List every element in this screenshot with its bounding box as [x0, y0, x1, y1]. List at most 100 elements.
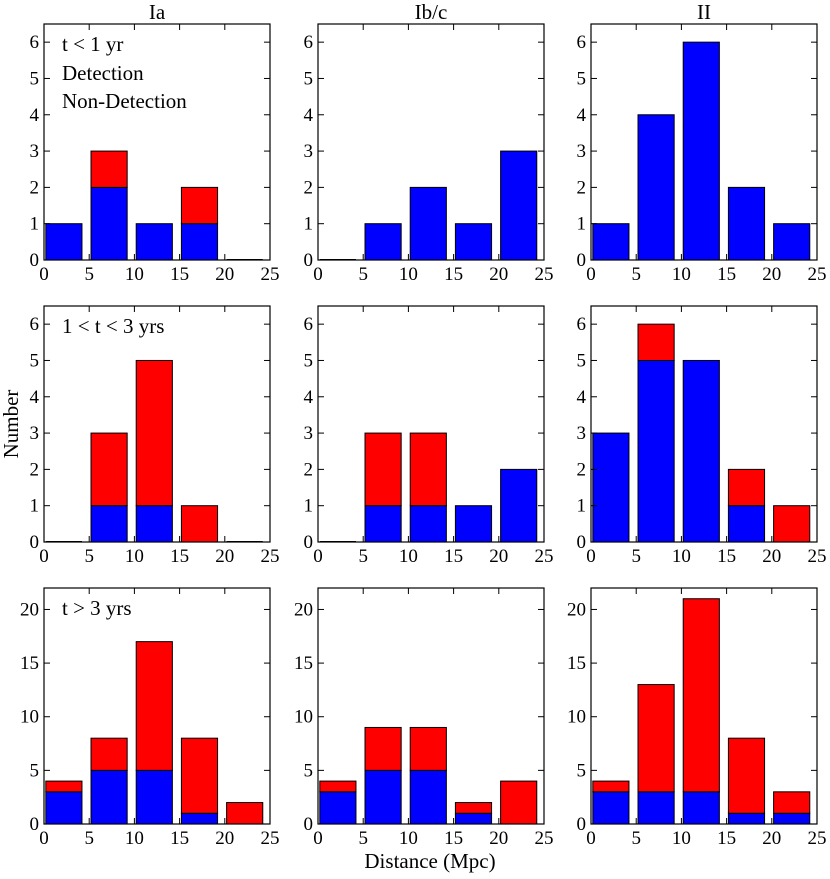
panel-1-t-3-yrs-ii: 0 5 10 15 20 25 0 1 2 3 4 5 6 [577, 305, 827, 567]
x-tick-label: 20 [489, 828, 508, 849]
axes-frame [590, 587, 818, 825]
panel-t-1-yr-ii: 0 5 10 15 20 25 0 1 2 3 4 5 6 [577, 23, 827, 285]
bar-non-detection-10-15 [135, 359, 173, 507]
y-tick-label: 4 [304, 105, 314, 126]
y-tick-label: 10 [567, 707, 586, 728]
y-tick-label: 1 [577, 214, 587, 235]
x-tick-label: 15 [170, 546, 189, 567]
bar-non-detection-0-5 [45, 780, 83, 793]
y-tick-label: 6 [577, 32, 587, 53]
y-tick-label: 4 [30, 105, 40, 126]
bar-detection-15-20 [454, 223, 493, 261]
bar-detection-5-10 [364, 223, 402, 261]
bar-non-detection-15-20 [180, 186, 219, 225]
y-tick-label: 5 [30, 350, 40, 371]
bar-detection-5-10 [90, 505, 128, 543]
bar-non-detection-5-10 [90, 432, 128, 507]
x-tick-label: 5 [84, 546, 94, 567]
x-tick-label: 15 [717, 546, 736, 567]
bar-non-detection-20-25 [773, 505, 811, 543]
bar-detection-15-20 [727, 186, 766, 261]
bar-detection-10-15 [409, 186, 447, 261]
x-axis-label: Distance (Mpc) [364, 849, 495, 873]
y-tick-label: 0 [30, 814, 40, 835]
panel-t-1-yr-ib-c: 0 5 10 15 20 25 0 1 2 3 4 5 6 [304, 23, 554, 285]
axes-frame [317, 587, 545, 825]
x-tick-label: 10 [399, 828, 418, 849]
x-tick-label: 0 [313, 264, 323, 285]
bar-non-detection-15-20 [727, 468, 766, 507]
x-tick-label: 20 [489, 264, 508, 285]
x-tick-label: 25 [808, 828, 827, 849]
x-tick-label: 20 [762, 264, 781, 285]
y-tick-label: 5 [30, 760, 40, 781]
x-tick-label: 5 [631, 264, 641, 285]
bar-detection-20-25 [500, 468, 538, 543]
bar-detection-20-25 [773, 812, 811, 825]
bar-non-detection-15-20 [180, 505, 219, 543]
bar-detection-5-10 [637, 359, 675, 543]
row-label-t-3-yrs: t > 3 yrs [62, 596, 132, 620]
y-tick-label: 1 [577, 496, 587, 517]
x-tick-label: 15 [170, 264, 189, 285]
y-axis-label: Number [0, 390, 23, 459]
bar-detection-15-20 [727, 505, 766, 543]
y-tick-label: 0 [304, 250, 314, 271]
row-label-t-1-yr: t < 1 yr [62, 32, 123, 56]
bar-non-detection-15-20 [180, 737, 219, 814]
y-tick-label: 20 [20, 599, 39, 620]
bar-detection-15-20 [454, 812, 493, 825]
bar-detection-15-20 [180, 223, 219, 261]
x-tick-label: 20 [215, 546, 234, 567]
x-tick-label: 20 [762, 828, 781, 849]
bar-detection-10-15 [409, 769, 447, 825]
bar-non-detection-5-10 [637, 323, 675, 361]
bar-detection-15-20 [180, 812, 219, 825]
y-tick-label: 4 [577, 387, 587, 408]
y-tick-label: 5 [30, 68, 40, 89]
x-tick-label: 25 [261, 546, 280, 567]
y-tick-label: 10 [294, 707, 313, 728]
x-tick-label: 25 [808, 546, 827, 567]
x-tick-label: 5 [631, 828, 641, 849]
axes-frame [590, 23, 818, 261]
bar-detection-10-15 [135, 223, 173, 261]
y-tick-label: 2 [577, 459, 587, 480]
x-tick-label: 5 [358, 828, 368, 849]
bar-non-detection-20-25 [773, 791, 811, 814]
column-title-ii: II [697, 0, 711, 24]
x-tick-label: 5 [358, 264, 368, 285]
y-tick-label: 2 [304, 459, 314, 480]
axes-frame [43, 23, 271, 261]
x-tick-label: 5 [631, 546, 641, 567]
bar-detection-10-15 [682, 41, 720, 261]
bar-detection-0-5 [45, 791, 83, 825]
y-tick-label: 0 [30, 250, 40, 271]
bar-detection-20-25 [500, 150, 538, 261]
x-tick-label: 0 [586, 546, 596, 567]
x-tick-label: 20 [215, 264, 234, 285]
bar-detection-0-5 [592, 223, 630, 261]
bar-non-detection-0-5 [319, 780, 357, 793]
x-tick-label: 0 [39, 546, 49, 567]
x-tick-label: 0 [39, 828, 49, 849]
bar-non-detection-0-5 [592, 780, 630, 793]
bar-non-detection-5-10 [637, 684, 675, 793]
y-tick-label: 6 [30, 314, 40, 335]
axes-frame [590, 305, 818, 543]
x-tick-label: 10 [125, 828, 144, 849]
bar-detection-5-10 [637, 791, 675, 825]
x-tick-label: 0 [586, 264, 596, 285]
x-tick-label: 25 [261, 264, 280, 285]
y-tick-label: 4 [577, 105, 587, 126]
y-tick-label: 1 [304, 496, 314, 517]
panel-1-t-3-yrs-ia: 0 5 10 15 20 25 0 1 2 3 4 5 6 1 < t < 3 yrs [30, 305, 280, 567]
column-title-ia: Ia [149, 0, 166, 24]
bar-detection-10-15 [135, 769, 173, 825]
y-tick-label: 2 [304, 177, 314, 198]
x-tick-label: 5 [84, 828, 94, 849]
bar-detection-0-5 [592, 432, 630, 543]
y-tick-label: 5 [577, 350, 587, 371]
y-tick-label: 5 [304, 760, 314, 781]
